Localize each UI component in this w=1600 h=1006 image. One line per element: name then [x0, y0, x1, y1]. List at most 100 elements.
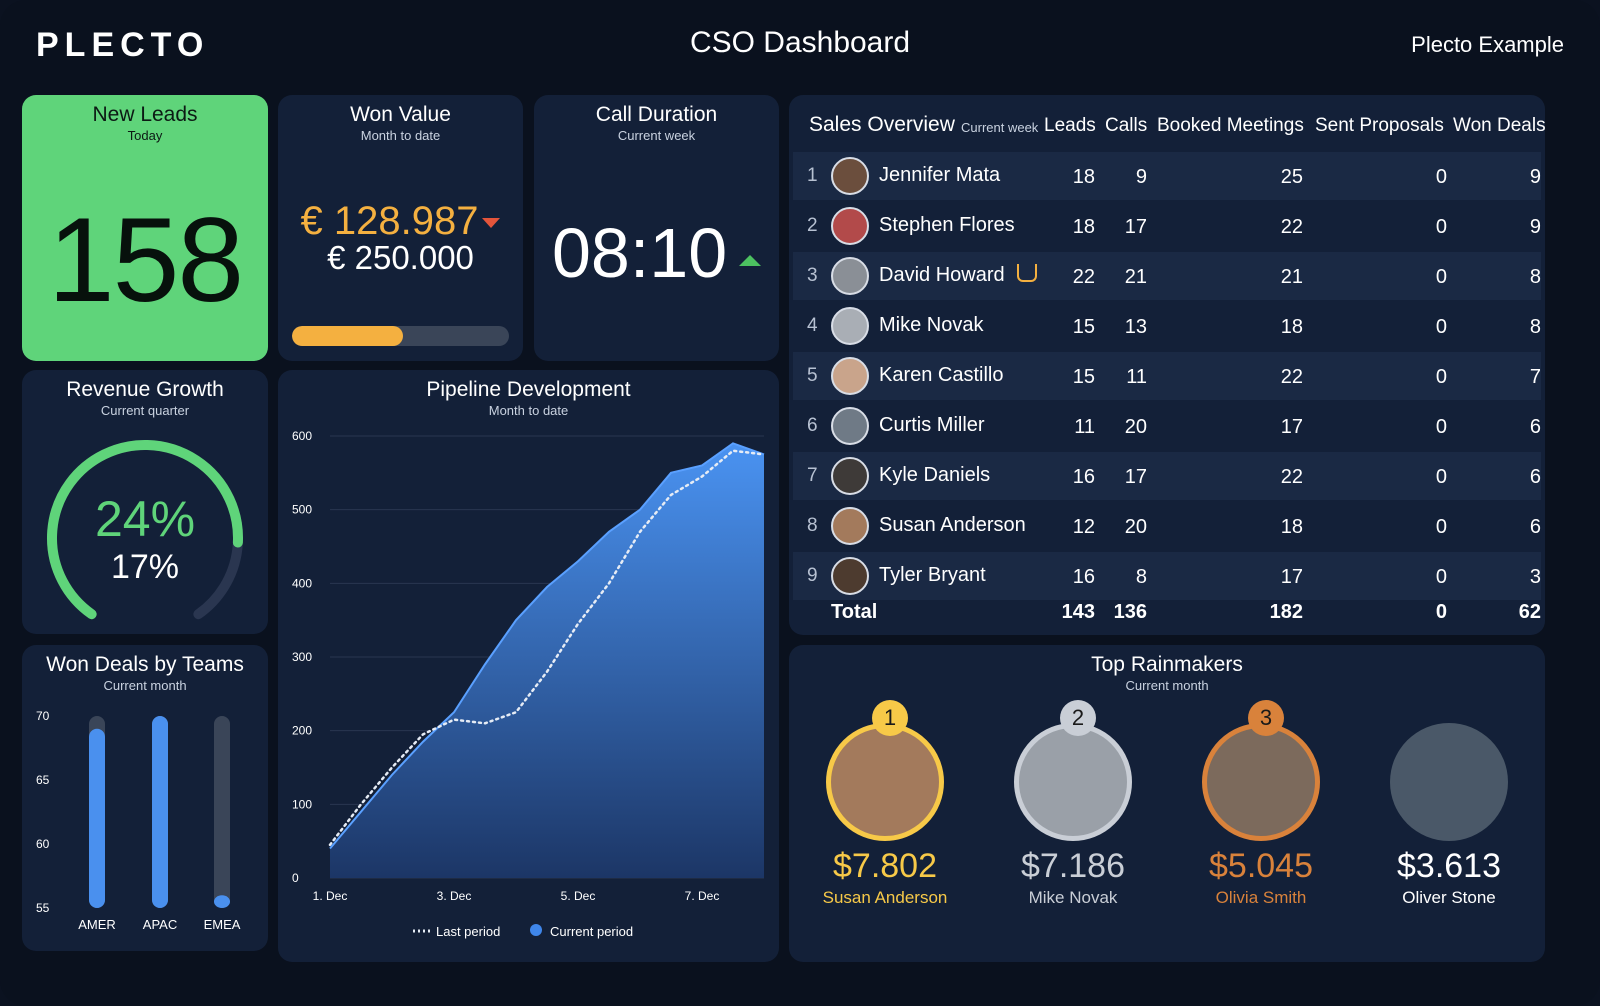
x-tick-label: 7. Dec: [685, 889, 720, 903]
table-row[interactable]: 8 Susan Anderson 12 20 18 0 6: [793, 502, 1541, 550]
agent-name: Karen Castillo: [879, 364, 1004, 386]
cell-meetings: 18: [1280, 316, 1303, 338]
cell-leads: 12: [1072, 516, 1095, 538]
cell-meetings: 22: [1280, 466, 1303, 488]
current-period-area[interactable]: [330, 443, 764, 878]
cell-leads: 16: [1072, 566, 1095, 588]
rank: 3: [807, 265, 818, 286]
cell-proposals: 0: [1435, 466, 1447, 488]
current-period-line: [329, 442, 765, 850]
rainmaker-value: $7.186: [1021, 847, 1125, 885]
table-row[interactable]: 5 Karen Castillo 15 11 22 0 7: [793, 352, 1541, 400]
column-header-booked-meetings[interactable]: Booked Meetings: [1157, 115, 1304, 136]
avatar: [831, 407, 869, 445]
agent-name: Susan Anderson: [879, 514, 1026, 536]
cell-won-deals: 6: [1529, 416, 1541, 438]
cell-proposals: 0: [1435, 516, 1447, 538]
coffee-cup-icon: [1017, 264, 1037, 282]
revenue-growth-card[interactable]: Revenue Growth Current quarter 24% 17%: [22, 370, 268, 634]
page-title: CSO Dashboard: [689, 26, 911, 59]
rainmaker-1[interactable]: 1 $7.802 Susan Anderson: [791, 700, 979, 908]
rainmaker-2[interactable]: 2 $7.186 Mike Novak: [979, 700, 1167, 908]
legend-current-period-label[interactable]: Current period: [550, 924, 633, 939]
cell-leads: 18: [1072, 166, 1095, 188]
call-duration-card[interactable]: Call Duration Current week 08:10: [534, 95, 779, 361]
won-value-card[interactable]: Won Value Month to date € 128.987 € 250.…: [278, 95, 523, 361]
total-proposals: 0: [1435, 601, 1447, 623]
y-tick-label: 100: [292, 797, 312, 811]
gauge-arc: [47, 440, 243, 620]
cell-meetings: 17: [1280, 416, 1303, 438]
table-row[interactable]: 6 Curtis Miller 11 20 17 0 6: [793, 402, 1541, 450]
rank-badge: 2: [1060, 700, 1096, 736]
y-tick-label: 65: [36, 773, 50, 787]
cell-won-deals: 8: [1529, 316, 1541, 338]
bar-emea[interactable]: [214, 895, 230, 908]
rainmaker-name: Olivia Smith: [1215, 888, 1307, 907]
cell-leads: 15: [1072, 366, 1095, 388]
teams-bar-chart: 70 65 60 55 AMER APAC EMEA: [36, 709, 241, 932]
plecto-logo[interactable]: PLECTO: [36, 26, 210, 64]
rank: 9: [807, 565, 818, 586]
agent-name: Kyle Daniels: [879, 464, 991, 486]
pipeline-development-card[interactable]: Pipeline Development Month to date 0 100 2…: [278, 370, 779, 962]
y-tick-label: 300: [292, 650, 312, 664]
cell-meetings: 21: [1280, 266, 1303, 288]
revenue-growth-primary: 24%: [94, 491, 196, 547]
cell-won-deals: 6: [1529, 516, 1541, 538]
table-row[interactable]: 9 Tyler Bryant 16 8 17 0 3: [793, 552, 1541, 600]
cell-won-deals: 9: [1529, 166, 1541, 188]
won-deals-by-teams-card[interactable]: Won Deals by Teams Current month 70 65 60 5…: [22, 645, 268, 951]
rainmaker-4[interactable]: $3.613 Oliver Stone: [1355, 723, 1543, 908]
sales-overview-card[interactable]: Sales Overview Current week Leads Calls …: [789, 95, 1545, 635]
y-tick-label: 60: [36, 837, 50, 851]
cell-won-deals: 3: [1529, 566, 1541, 588]
trend-down-icon: [482, 218, 501, 229]
bar-apac[interactable]: [152, 716, 168, 908]
new-leads-value: 158: [47, 193, 244, 327]
revenue-growth-secondary: 17%: [110, 548, 180, 586]
top-rainmakers-card[interactable]: Top Rainmakers Current month 1 $7.802 Susa…: [789, 645, 1545, 962]
card-title: New Leads: [92, 103, 198, 126]
cell-leads: 16: [1072, 466, 1095, 488]
column-header-leads[interactable]: Leads: [1044, 115, 1096, 136]
card-subtitle: Current month: [103, 678, 187, 693]
cell-leads: 11: [1074, 416, 1095, 438]
new-leads-card[interactable]: New Leads Today 158: [22, 95, 268, 361]
avatar: 1: [826, 700, 944, 841]
cell-meetings: 18: [1280, 516, 1303, 538]
rainmaker-3[interactable]: 3 $5.045 Olivia Smith: [1167, 700, 1355, 908]
legend-last-period-label[interactable]: Last period: [436, 924, 500, 939]
bar-amer[interactable]: [89, 728, 105, 908]
cell-calls: 17: [1124, 216, 1147, 238]
total-label: Total: [831, 601, 878, 623]
table-row[interactable]: 1 Jennifer Mata 18 9 25 0 9: [793, 152, 1541, 200]
table-row[interactable]: 2 Stephen Flores 18 17 22 0 9: [793, 202, 1541, 250]
last-period-line[interactable]: [328, 449, 766, 847]
rainmaker-value: $3.613: [1397, 847, 1501, 885]
x-tick-label: 1. Dec: [313, 889, 348, 903]
table-row[interactable]: 4 Mike Novak 15 13 18 0 8: [793, 302, 1541, 350]
column-header-won-deals[interactable]: Won Deals: [1453, 115, 1545, 136]
rainmaker-name: Oliver Stone: [1402, 888, 1496, 907]
rainmaker-name: Susan Anderson: [822, 888, 948, 907]
column-header-calls[interactable]: Calls: [1105, 115, 1148, 136]
agent-name: Jennifer Mata: [879, 164, 1001, 186]
rank: 5: [807, 365, 818, 386]
column-header-sent-proposals[interactable]: Sent Proposals: [1315, 115, 1444, 136]
card-subtitle: Month to date: [488, 403, 569, 418]
card-subtitle: Today: [127, 128, 163, 143]
table-row[interactable]: 3 David Howard 22 21 21 0 8: [793, 252, 1541, 300]
progress-fill: [292, 326, 403, 346]
call-duration-value: 08:10: [552, 214, 728, 292]
won-value-amount: € 128.987: [278, 199, 523, 244]
card-subtitle: Current week: [961, 120, 1039, 135]
rank-badge: 3: [1248, 700, 1284, 736]
total-leads: 143: [1061, 601, 1095, 623]
cell-meetings: 25: [1280, 166, 1303, 188]
table-row[interactable]: 7 Kyle Daniels 16 17 22 0 6: [793, 452, 1541, 500]
avatar: [831, 357, 869, 395]
cell-won-deals: 8: [1529, 266, 1541, 288]
account-name[interactable]: Plecto Example: [1411, 32, 1564, 57]
avatar: [1390, 723, 1508, 841]
